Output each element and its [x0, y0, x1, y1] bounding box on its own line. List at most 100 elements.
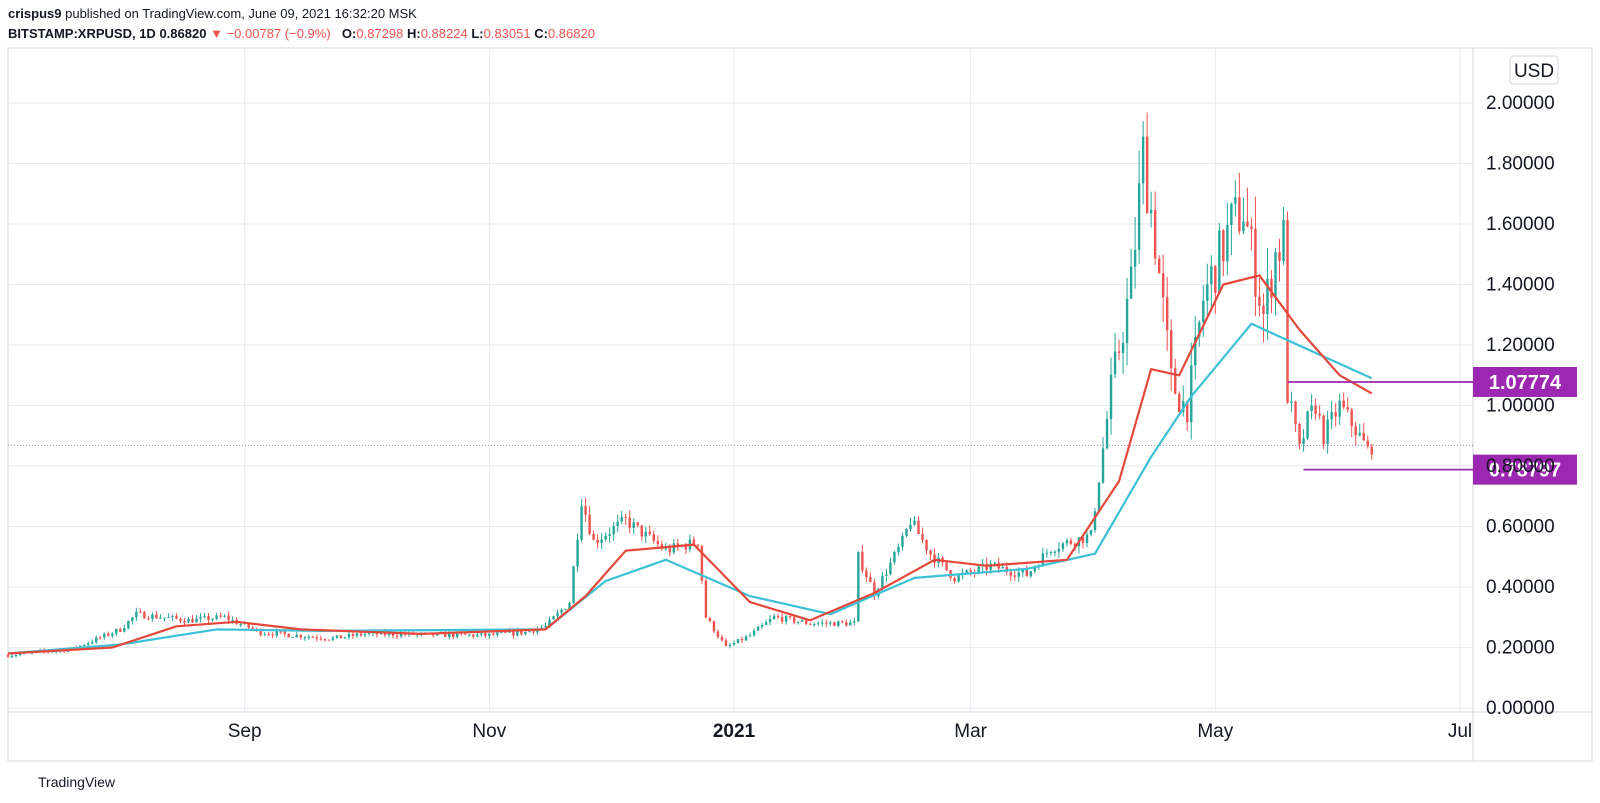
axes: 0.00000 0.20000 0.40000 0.60000 0.80000 1.000… — [228, 55, 1559, 742]
candle-body — [115, 628, 118, 634]
candle-body — [1298, 424, 1301, 444]
candle-body — [263, 634, 266, 636]
tradingview-logo-icon[interactable] — [8, 774, 34, 790]
candle-body — [287, 633, 290, 638]
candle-body — [528, 631, 531, 633]
candle-body — [849, 622, 852, 626]
candle-body — [532, 631, 535, 633]
candle-body — [167, 617, 170, 619]
grid — [8, 48, 1473, 712]
candle-body — [696, 544, 700, 546]
candle-body — [897, 546, 900, 553]
candle-body — [1258, 296, 1261, 306]
y-tick-label: 1.40000 — [1486, 275, 1555, 296]
candle-body — [111, 633, 114, 636]
candle-body — [720, 636, 724, 641]
candle-body — [1117, 351, 1121, 353]
candle-body — [1250, 226, 1253, 229]
candle-body — [1294, 401, 1297, 425]
candle-body — [1057, 548, 1061, 552]
candle-body — [219, 615, 222, 617]
candle-body — [131, 617, 134, 621]
candle-body — [800, 620, 804, 622]
candle-body — [772, 616, 776, 619]
y-tick-label: 0.00000 — [1486, 698, 1555, 719]
candle-body — [869, 577, 872, 583]
author-name[interactable]: crispus9 — [8, 6, 62, 21]
candle-body — [123, 628, 126, 632]
candle-body — [1238, 197, 1241, 232]
brand-label[interactable]: TradingView — [38, 774, 116, 790]
candle-body — [1242, 221, 1245, 232]
candle-body — [18, 653, 22, 655]
candle-body — [732, 643, 736, 645]
candle-body — [299, 634, 303, 638]
candle-body — [179, 618, 182, 622]
candle-body — [921, 534, 924, 540]
candle-body — [804, 620, 808, 624]
candle-body — [881, 575, 884, 590]
candle-body — [684, 545, 688, 550]
candle-body — [444, 632, 447, 637]
candle-body — [488, 633, 491, 636]
candle-body — [1266, 278, 1269, 314]
symbol-label[interactable]: BITSTAMP:XRPUSD, 1D — [8, 26, 156, 41]
candle-body — [355, 633, 359, 636]
candle-body — [508, 631, 511, 633]
candle-body — [604, 535, 607, 540]
currency-badge — [1509, 55, 1559, 85]
candle-body — [1049, 551, 1053, 553]
candle-body — [1198, 322, 1201, 337]
candle-body — [845, 622, 848, 626]
candle-body — [207, 616, 210, 621]
candle-body — [1246, 221, 1249, 227]
x-tick-label: Nov — [472, 721, 506, 742]
candle-body — [756, 626, 760, 631]
candle-body — [1318, 413, 1321, 416]
candle-body — [1109, 374, 1113, 420]
candle-body — [648, 531, 651, 535]
candle-body — [1129, 266, 1133, 299]
candle-body — [271, 634, 274, 636]
candle-body — [492, 633, 495, 635]
candle-body — [1093, 511, 1097, 531]
candle-body — [1302, 438, 1305, 444]
candle-body — [540, 627, 543, 629]
candle-body — [1210, 266, 1213, 285]
candle-body — [1069, 540, 1073, 544]
candle-body — [813, 624, 816, 626]
candle-body — [620, 516, 623, 522]
candle-body — [837, 621, 840, 627]
candle-body — [977, 566, 980, 573]
candle-body — [1165, 297, 1169, 331]
price-change: −0.00787 (−0.9%) — [226, 26, 331, 41]
level-label-box — [1473, 366, 1577, 397]
candle-body — [716, 631, 720, 637]
candle-body — [1085, 534, 1089, 544]
chart-frame — [7, 47, 1593, 762]
candle-body — [203, 616, 206, 618]
candle-body — [1306, 411, 1309, 439]
candle-body — [692, 539, 696, 545]
candle-body — [275, 631, 278, 636]
candle-body — [1113, 351, 1117, 375]
candle-body — [792, 617, 796, 623]
candle-body — [1314, 405, 1317, 414]
candle-body — [969, 570, 972, 573]
candle-body — [768, 618, 772, 623]
candle-body — [1161, 273, 1165, 298]
candle-body — [993, 562, 996, 564]
candle-body — [1358, 432, 1361, 436]
candle-body — [889, 562, 892, 575]
candle-body — [484, 633, 487, 636]
candle-body — [83, 645, 86, 647]
candle-body — [1145, 136, 1149, 214]
candle-body — [1105, 419, 1109, 449]
candle-body — [925, 539, 928, 551]
candle-body — [1230, 203, 1233, 225]
candle-body — [780, 617, 784, 622]
candle-body — [1338, 400, 1341, 417]
candle-body — [841, 621, 844, 623]
candle-body — [1149, 210, 1153, 214]
